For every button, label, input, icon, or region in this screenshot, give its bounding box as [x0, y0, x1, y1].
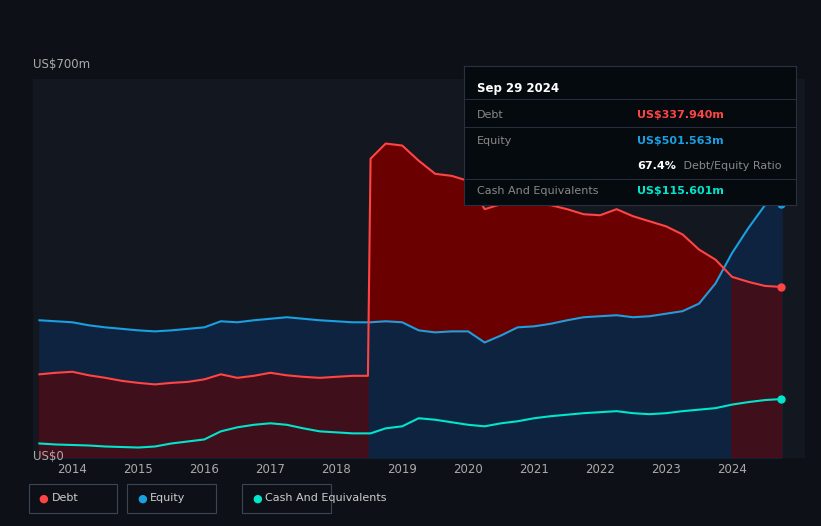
Text: Equity: Equity — [150, 493, 186, 503]
Text: US$0: US$0 — [33, 450, 63, 463]
Text: Debt/Equity Ratio: Debt/Equity Ratio — [680, 161, 782, 171]
Text: Debt: Debt — [52, 493, 79, 503]
Text: US$501.563m: US$501.563m — [637, 136, 723, 146]
Text: US$337.940m: US$337.940m — [637, 109, 723, 119]
Text: US$700m: US$700m — [33, 58, 90, 71]
Text: Debt: Debt — [477, 109, 504, 119]
Text: ●: ● — [39, 493, 48, 503]
Text: Cash And Equivalents: Cash And Equivalents — [477, 186, 599, 196]
Text: ●: ● — [137, 493, 147, 503]
Text: Equity: Equity — [477, 136, 512, 146]
Text: Sep 29 2024: Sep 29 2024 — [477, 82, 559, 95]
Text: 67.4%: 67.4% — [637, 161, 676, 171]
Text: ●: ● — [252, 493, 262, 503]
Text: US$115.601m: US$115.601m — [637, 186, 723, 196]
Text: Cash And Equivalents: Cash And Equivalents — [265, 493, 387, 503]
